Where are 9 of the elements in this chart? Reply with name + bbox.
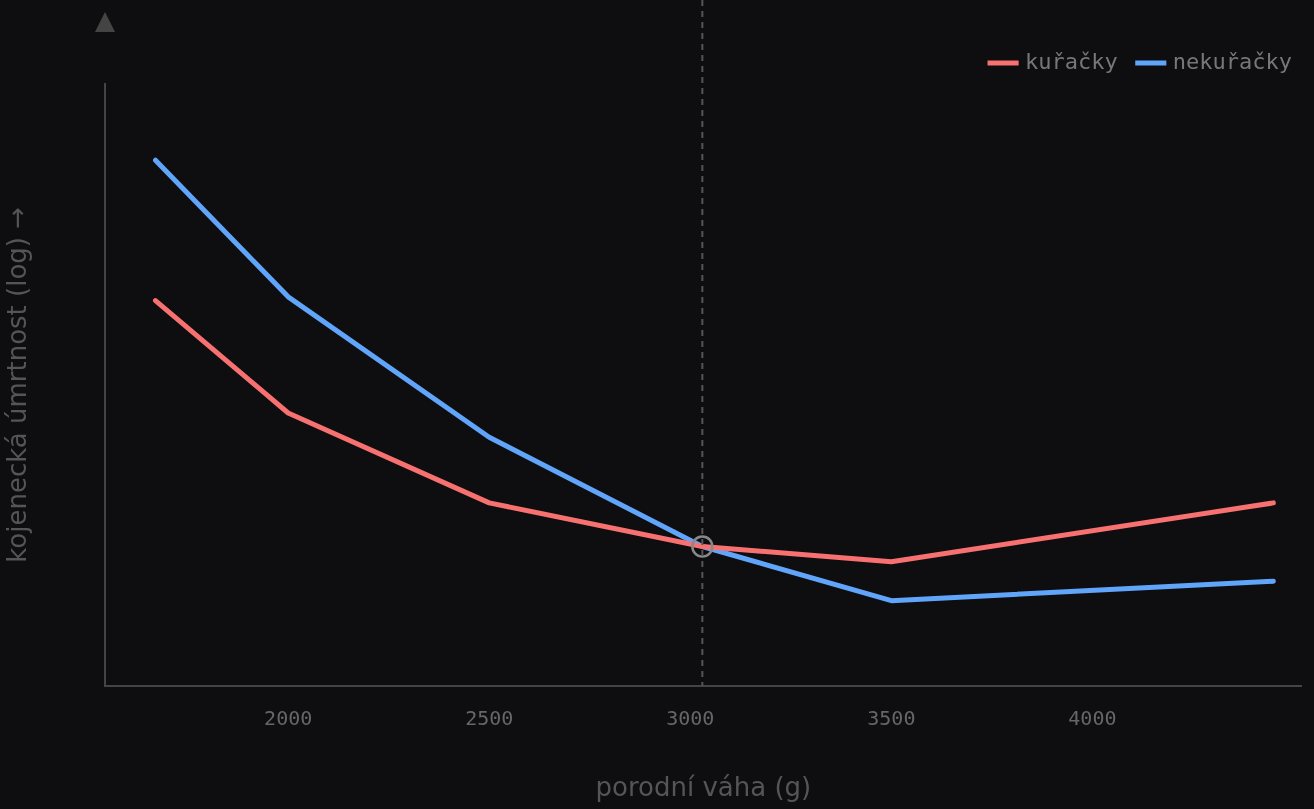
x-tick-label: 4000	[1068, 706, 1117, 730]
x-axis-title: porodní váha (g)	[595, 772, 812, 803]
x-tick-label: 2500	[465, 706, 514, 730]
x-tick-label: 2000	[264, 706, 313, 730]
x-tick-label: 3500	[867, 706, 916, 730]
legend-label: kuřačky	[1025, 48, 1118, 74]
x-tick-label: 3000	[666, 706, 715, 730]
y-axis-title: kojenecká úmrtnost (log) →	[2, 206, 33, 563]
legend-label: nekuřačky	[1172, 48, 1293, 74]
